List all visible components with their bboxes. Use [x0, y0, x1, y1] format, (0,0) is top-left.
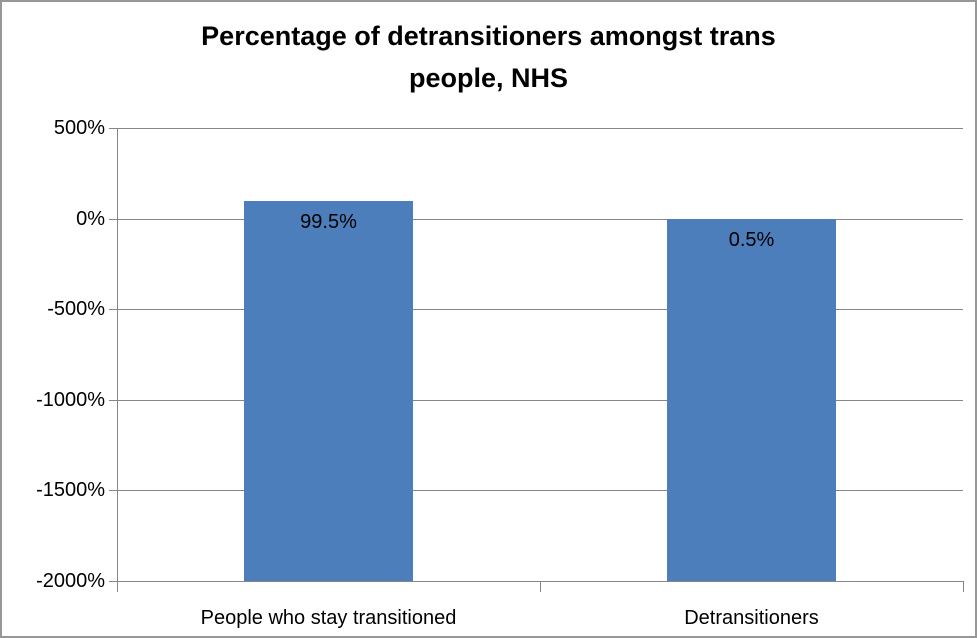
- gridline--500%: [117, 309, 963, 310]
- y-tick-label: -1000%: [36, 389, 105, 411]
- bar-1: [244, 201, 413, 581]
- y-tick-label: 0%: [76, 208, 105, 230]
- x-tick-1: [540, 581, 541, 592]
- bar-2: [667, 219, 836, 581]
- y-tick--1000%: [109, 400, 117, 401]
- chart-title-line-2: people, NHS: [408, 63, 569, 93]
- x-category-label-2: Detransitioners: [684, 607, 819, 629]
- gridline-0%: [117, 219, 963, 220]
- chart-title-line-1: Percentage of detransitioners amongst tr…: [201, 21, 776, 51]
- x-tick-2: [963, 581, 964, 592]
- bar-data-label-2: 0.5%: [728, 229, 775, 251]
- y-tick-0%: [109, 219, 117, 220]
- x-category-label-1: People who stay transitioned: [200, 607, 457, 629]
- y-tick-label: 500%: [53, 117, 105, 139]
- x-axis-line: [109, 581, 963, 582]
- y-tick-label: -500%: [47, 298, 105, 320]
- chart-title: Percentage of detransitioners amongst tr…: [2, 15, 975, 99]
- y-tick-500%: [109, 128, 117, 129]
- y-tick-label: -2000%: [36, 570, 105, 592]
- bar-data-label-1: 99.5%: [300, 211, 357, 233]
- gridline--1500%: [117, 490, 963, 491]
- gridline-500%: [117, 128, 963, 129]
- y-tick--1500%: [109, 490, 117, 491]
- y-axis-line: [117, 128, 118, 592]
- y-tick-label: -1500%: [36, 479, 105, 501]
- y-tick--500%: [109, 309, 117, 310]
- gridline--1000%: [117, 400, 963, 401]
